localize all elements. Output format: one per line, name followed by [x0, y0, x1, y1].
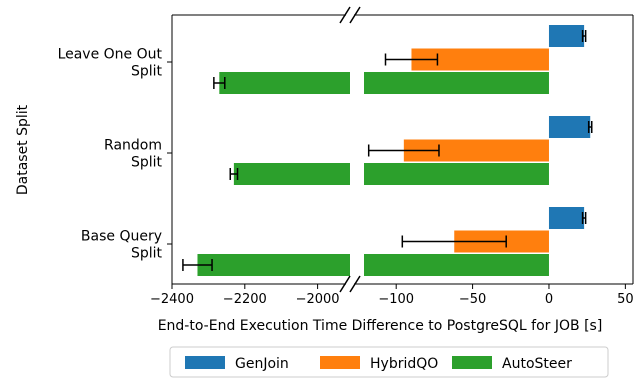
x-tick-label: −2200: [223, 292, 267, 307]
bar-autosteer-left: [197, 254, 350, 276]
bar-autosteer-right: [364, 254, 549, 276]
x-tick-label: 50: [617, 292, 634, 307]
y-tick-label: Split: [131, 64, 163, 80]
bar-hybridqo: [411, 48, 549, 71]
y-tick-label: Split: [131, 246, 163, 262]
x-axis-label: End-to-End Execution Time Difference to …: [158, 318, 603, 334]
bar-hybridqo: [403, 139, 549, 162]
bar-genjoin: [548, 207, 585, 229]
legend-swatch-autosteer: [452, 356, 492, 369]
x-tick-label: 0: [545, 292, 553, 307]
error-bars-layer: [182, 30, 593, 271]
legend-label-autosteer: AutoSteer: [502, 356, 572, 372]
bar-autosteer-left: [233, 163, 350, 185]
axes-frame: [171, 6, 634, 293]
y-tick-label: Split: [131, 155, 163, 171]
legend-box: [169, 346, 609, 378]
y-tick-label: Base Query: [81, 229, 162, 245]
x-tick-label: −100: [378, 292, 414, 307]
break-mark: [339, 6, 351, 24]
y-tick-label: Leave One Out: [58, 47, 163, 63]
break-mark: [339, 275, 351, 293]
y-tick-label: Random: [104, 138, 162, 154]
legend-swatch-genjoin: [185, 356, 225, 369]
break-mark: [349, 6, 361, 24]
break-mark: [349, 275, 361, 293]
bar-autosteer-left: [219, 72, 350, 94]
bar-autosteer-right: [364, 163, 549, 185]
bar-genjoin: [548, 116, 591, 138]
legend-swatch-hybridqo: [320, 356, 360, 369]
legend: GenJoin HybridQO AutoSteer: [169, 346, 609, 378]
x-tick-label: −2000: [296, 292, 340, 307]
y-axis-label: Dataset Split: [15, 104, 31, 195]
legend-label-genjoin: GenJoin: [235, 356, 289, 372]
x-tick-label: −50: [459, 292, 486, 307]
bar-autosteer-right: [364, 72, 549, 94]
legend-label-hybridqo: HybridQO: [370, 356, 438, 372]
bar-genjoin: [548, 25, 585, 47]
bars-layer: [197, 25, 591, 276]
x-tick-label: −2400: [150, 292, 194, 307]
